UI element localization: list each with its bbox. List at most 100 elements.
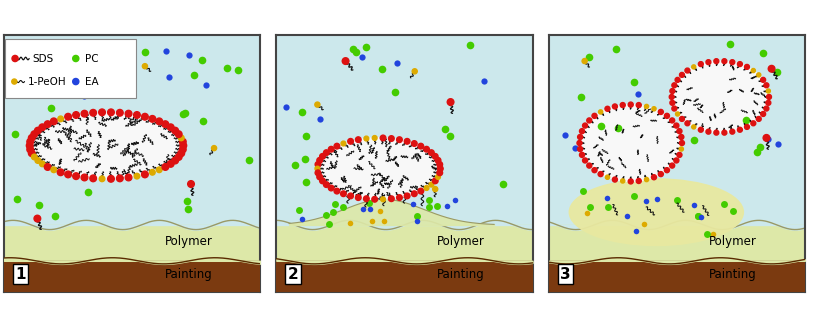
Circle shape: [397, 195, 402, 200]
Circle shape: [659, 172, 663, 177]
Circle shape: [637, 103, 641, 108]
Text: Polymer: Polymer: [164, 235, 212, 248]
Circle shape: [737, 127, 742, 132]
Circle shape: [162, 121, 168, 128]
Circle shape: [605, 106, 610, 111]
Circle shape: [435, 158, 441, 163]
Circle shape: [675, 77, 680, 82]
Circle shape: [424, 146, 429, 152]
Circle shape: [320, 154, 325, 159]
Circle shape: [341, 191, 346, 197]
Text: Polymer: Polymer: [437, 235, 485, 248]
Circle shape: [389, 196, 394, 201]
Circle shape: [436, 175, 441, 179]
Circle shape: [669, 95, 674, 99]
Circle shape: [714, 130, 719, 135]
Circle shape: [651, 175, 657, 180]
Circle shape: [98, 109, 106, 116]
Circle shape: [34, 127, 41, 134]
Circle shape: [363, 196, 369, 201]
Circle shape: [51, 167, 57, 173]
Circle shape: [27, 146, 33, 153]
Circle shape: [580, 129, 585, 134]
Circle shape: [188, 181, 194, 187]
Circle shape: [125, 174, 132, 181]
Circle shape: [141, 113, 148, 120]
Circle shape: [730, 129, 735, 134]
Circle shape: [679, 147, 684, 151]
Circle shape: [620, 103, 625, 108]
Circle shape: [72, 56, 79, 61]
Circle shape: [577, 146, 583, 151]
Circle shape: [433, 178, 438, 184]
Circle shape: [751, 121, 756, 126]
Circle shape: [680, 73, 685, 77]
Circle shape: [612, 177, 617, 182]
Circle shape: [592, 168, 597, 173]
Circle shape: [116, 110, 124, 116]
Circle shape: [380, 135, 386, 141]
Circle shape: [424, 186, 429, 190]
Circle shape: [328, 146, 334, 152]
Circle shape: [142, 64, 147, 69]
Text: 1: 1: [15, 267, 26, 282]
Circle shape: [355, 195, 361, 200]
Circle shape: [27, 138, 33, 145]
Circle shape: [674, 158, 679, 163]
Circle shape: [50, 118, 57, 125]
Circle shape: [125, 110, 132, 117]
Circle shape: [628, 179, 633, 184]
Circle shape: [745, 125, 750, 129]
Circle shape: [32, 154, 37, 160]
Circle shape: [411, 191, 417, 197]
Circle shape: [637, 179, 641, 183]
Circle shape: [428, 150, 434, 155]
Circle shape: [176, 131, 182, 138]
Text: SDS: SDS: [33, 54, 54, 63]
Circle shape: [583, 158, 588, 163]
Circle shape: [334, 143, 340, 149]
Circle shape: [315, 170, 321, 176]
Circle shape: [45, 164, 51, 170]
Circle shape: [672, 106, 676, 111]
Circle shape: [433, 186, 437, 192]
Text: 2: 2: [288, 267, 298, 282]
Circle shape: [180, 142, 187, 149]
Circle shape: [28, 150, 35, 157]
Bar: [549, 225, 805, 292]
Circle shape: [65, 113, 72, 120]
Circle shape: [766, 100, 771, 105]
Circle shape: [670, 163, 675, 168]
Circle shape: [672, 83, 676, 88]
Circle shape: [756, 116, 761, 121]
Circle shape: [757, 73, 761, 77]
Bar: [549, 261, 805, 292]
Circle shape: [577, 134, 583, 140]
Circle shape: [592, 113, 597, 118]
Circle shape: [437, 162, 442, 167]
Circle shape: [685, 121, 690, 126]
Circle shape: [341, 141, 346, 146]
Circle shape: [580, 152, 585, 157]
Circle shape: [180, 138, 186, 145]
Circle shape: [404, 193, 410, 199]
Circle shape: [34, 215, 41, 222]
Circle shape: [178, 150, 185, 157]
Circle shape: [679, 134, 684, 140]
Circle shape: [620, 179, 625, 183]
Circle shape: [767, 95, 772, 99]
Circle shape: [89, 175, 97, 182]
Circle shape: [315, 166, 320, 171]
Circle shape: [418, 143, 424, 149]
Circle shape: [670, 89, 675, 94]
Circle shape: [81, 174, 88, 181]
Bar: [276, 261, 533, 292]
Ellipse shape: [580, 105, 682, 181]
Ellipse shape: [30, 112, 183, 179]
Circle shape: [133, 112, 141, 118]
Circle shape: [677, 129, 682, 134]
Circle shape: [685, 68, 690, 73]
Circle shape: [670, 118, 675, 123]
Circle shape: [628, 102, 633, 107]
Circle shape: [606, 175, 610, 179]
